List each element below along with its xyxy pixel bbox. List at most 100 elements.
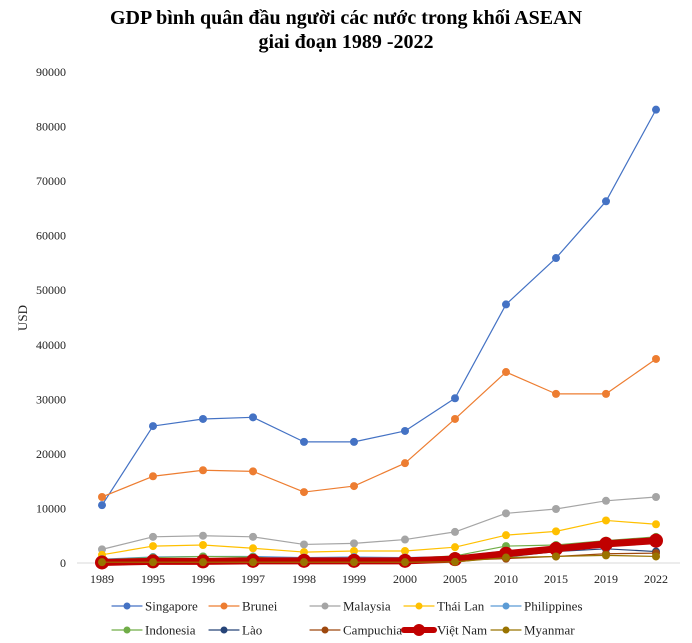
data-point — [249, 413, 257, 422]
legend-item[interactable]: Campuchia — [309, 623, 402, 638]
data-point — [350, 546, 358, 555]
data-point — [552, 552, 560, 561]
series-thái-lan — [98, 516, 660, 559]
legend-label: Lào — [242, 623, 262, 638]
x-tick-label: 2005 — [443, 572, 467, 586]
y-tick-label: 10000 — [36, 501, 66, 515]
y-tick-label: 90000 — [36, 65, 66, 79]
legend-marker-icon — [220, 626, 228, 634]
data-point — [602, 197, 610, 206]
data-point — [502, 531, 510, 540]
data-point — [552, 254, 560, 263]
y-tick-label: 60000 — [36, 229, 66, 243]
data-point — [451, 414, 459, 423]
data-point — [149, 532, 157, 541]
series-line — [102, 554, 657, 563]
data-point — [350, 558, 358, 567]
data-point — [552, 389, 560, 398]
data-point — [451, 394, 459, 403]
y-tick-label: 0 — [60, 556, 66, 570]
legend-marker-icon — [502, 602, 510, 610]
series-line — [101, 358, 657, 498]
legend-item[interactable]: Indonesia — [111, 623, 196, 638]
data-point — [401, 535, 409, 544]
y-tick-label: 50000 — [36, 283, 66, 297]
data-point — [451, 557, 459, 566]
legend-item[interactable]: Malaysia — [309, 599, 391, 614]
y-axis-ticks: 0 10000 20000 30000 40000 50000 60000 70000 8000… — [36, 65, 66, 570]
legend-label: Brunei — [242, 599, 278, 614]
data-point — [149, 422, 157, 431]
data-point — [451, 527, 459, 536]
data-point — [652, 354, 660, 363]
legend-marker-icon — [502, 626, 510, 634]
series-brunei — [98, 354, 660, 501]
x-tick-label: 1995 — [141, 572, 165, 586]
x-tick-label: 1997 — [241, 572, 265, 586]
legend-label: Singapore — [145, 599, 198, 614]
legend-item[interactable]: Brunei — [208, 599, 278, 614]
chart-title: GDP bình quân đầu người các nước trong k… — [0, 6, 692, 54]
data-point — [552, 504, 560, 513]
x-tick-label: 2022 — [644, 572, 668, 586]
data-point — [652, 552, 660, 561]
series-layer — [95, 105, 663, 570]
data-point — [199, 531, 207, 540]
legend-marker-icon — [321, 626, 329, 634]
series-line — [101, 537, 657, 566]
data-point — [652, 520, 660, 529]
data-point — [602, 496, 610, 505]
data-point — [249, 558, 257, 567]
data-point — [350, 539, 358, 548]
legend-label: Myanmar — [524, 623, 575, 638]
legend-label: Malaysia — [343, 599, 391, 614]
data-point — [649, 533, 663, 548]
x-tick-label: 1996 — [191, 572, 215, 586]
series-myanmar — [98, 551, 660, 567]
legend-marker-icon — [220, 602, 228, 610]
y-tick-label: 20000 — [36, 447, 66, 461]
legend-item[interactable]: Myanmar — [490, 623, 575, 638]
y-axis-title: USD — [15, 305, 30, 331]
data-point — [249, 544, 257, 553]
data-point — [502, 368, 510, 377]
legend-label: Indonesia — [145, 623, 196, 638]
data-point — [552, 527, 560, 536]
data-point — [249, 532, 257, 541]
legend-item[interactable]: Lào — [208, 623, 262, 638]
data-point — [401, 459, 409, 468]
legend-label: Philippines — [524, 599, 583, 614]
legend-label: Thái Lan — [437, 599, 485, 614]
y-tick-label: 30000 — [36, 392, 66, 406]
chart-title-line2: giai đoạn 1989 -2022 — [258, 31, 434, 53]
x-tick-label: 1998 — [292, 572, 316, 586]
data-point — [602, 551, 610, 560]
data-point — [199, 540, 207, 549]
data-point — [199, 558, 207, 567]
data-point — [401, 558, 409, 567]
series-singapore — [98, 105, 660, 510]
legend-item[interactable]: Thái Lan — [403, 599, 485, 614]
legend-item[interactable]: Việt Nam — [401, 623, 487, 638]
data-point — [249, 467, 257, 476]
x-tick-label: 1999 — [342, 572, 366, 586]
data-point — [602, 516, 610, 525]
legend-marker-icon — [415, 602, 423, 610]
data-point — [98, 558, 106, 567]
legend-item[interactable]: Philippines — [490, 599, 583, 614]
data-point — [401, 426, 409, 435]
x-axis-ticks: 1989 1995 1996 1997 1998 1999 2000 2005 2010 2015… — [90, 572, 668, 586]
x-tick-label: 1989 — [90, 572, 114, 586]
data-point — [149, 542, 157, 551]
data-point — [599, 536, 613, 551]
legend-marker-icon — [123, 602, 131, 610]
series-line — [101, 496, 657, 550]
legend-item[interactable]: Singapore — [111, 599, 198, 614]
y-tick-label: 80000 — [36, 120, 66, 134]
legend-marker-icon — [413, 624, 425, 636]
data-point — [199, 466, 207, 475]
y-tick-label: 70000 — [36, 174, 66, 188]
data-point — [98, 501, 106, 510]
x-tick-label: 2010 — [494, 572, 518, 586]
